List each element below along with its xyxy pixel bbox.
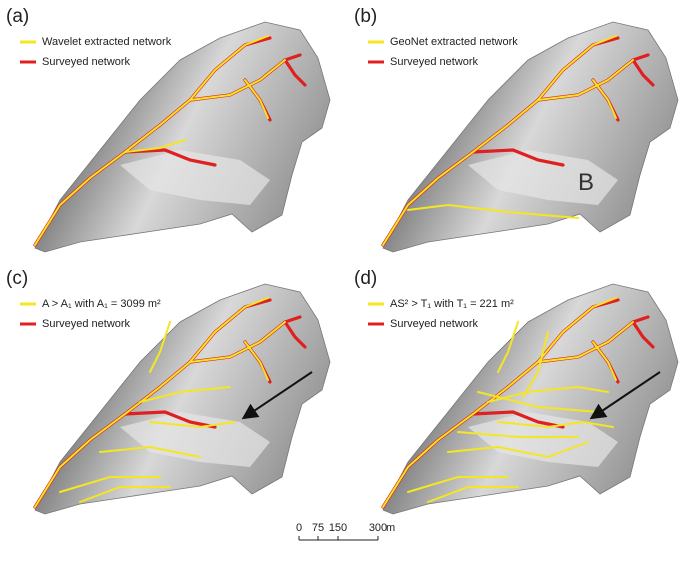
panel-label: (d)	[354, 268, 377, 289]
legend-label: AS² > T₁ with T₁ = 221 m²	[390, 298, 514, 310]
legend-label: Surveyed network	[42, 318, 131, 330]
scale-label: 150	[329, 522, 347, 534]
panel-label: (c)	[6, 268, 28, 289]
legend-label: Surveyed network	[390, 318, 479, 330]
legend-label: A > A₁ with A₁ = 3099 m²	[42, 298, 161, 310]
figure-svg: (a) Wavelet extracted network Surveyed net…	[0, 0, 696, 561]
panel-label: (a)	[6, 6, 29, 27]
map-panel: (b) GeoNet extracted network Surveyed netw…	[354, 6, 678, 252]
legend-label: Wavelet extracted network	[42, 36, 172, 48]
scale-label: 300	[369, 522, 387, 534]
scale-label: 75	[312, 522, 324, 534]
panel-label: (b)	[354, 6, 377, 27]
map-panel: (d) AS² > T₁ with T₁ = 221 m² Surveyed net…	[354, 268, 678, 514]
figure: (a) Wavelet extracted network Surveyed net…	[0, 0, 696, 561]
legend-label: Surveyed network	[390, 56, 479, 68]
map-panel: (a) Wavelet extracted network Surveyed net…	[6, 6, 330, 252]
scale-unit: m	[386, 522, 395, 534]
annotation: B	[578, 169, 594, 196]
legend-label: Surveyed network	[42, 56, 131, 68]
map-panel: (c) A > A₁ with A₁ = 3099 m² Surveyed netw…	[6, 268, 330, 514]
scale-label: 0	[296, 522, 302, 534]
legend-label: GeoNet extracted network	[390, 36, 518, 48]
